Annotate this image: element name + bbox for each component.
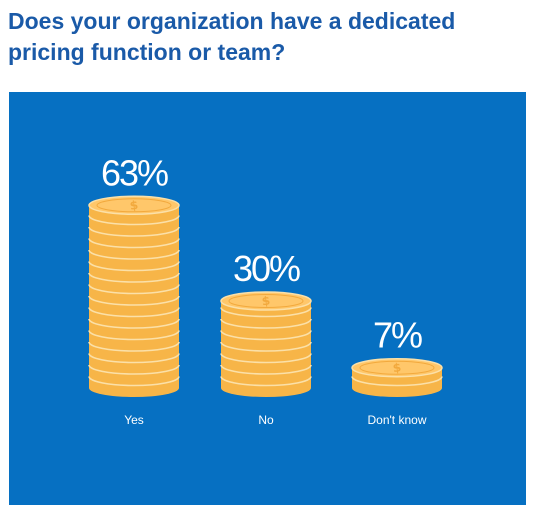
coin-edge	[88, 376, 180, 387]
coin-edge	[88, 215, 180, 226]
coin-edge	[88, 330, 180, 341]
category-label: No	[258, 413, 274, 427]
coin-edge	[220, 376, 312, 387]
coin-inner-ring	[359, 360, 435, 375]
coin-edge	[88, 295, 180, 306]
data-label: 63%	[101, 152, 168, 193]
coin-edge	[88, 353, 180, 364]
coin-inner-ring	[228, 294, 304, 308]
chart-title: Does your organization have a dedicated …	[8, 8, 456, 65]
chart-panel: $63% Yes $30% No $7% Don't know	[9, 92, 526, 505]
coin-stack: $	[351, 357, 443, 397]
coin-edge	[88, 249, 180, 260]
coin-edge	[88, 341, 180, 352]
coin-edge	[88, 318, 180, 329]
data-label: 7%	[373, 315, 422, 356]
coin-edge	[220, 330, 312, 341]
coin-stack-chart: $63% Yes $30% No $7% Don't know	[88, 152, 443, 427]
coin-edge	[220, 364, 312, 375]
coin-inner-ring	[96, 198, 172, 213]
coin-edge	[88, 238, 180, 249]
coin-edge	[88, 364, 180, 375]
coin-top-face	[351, 357, 443, 378]
coin-edge	[220, 307, 312, 318]
dollar-coin-icon: $	[129, 198, 139, 213]
coin-edge	[220, 353, 312, 364]
coin-edge	[88, 307, 180, 318]
dollar-coin-icon: $	[261, 293, 271, 308]
coin-stack: $	[88, 195, 180, 397]
coin-edge	[88, 226, 180, 237]
data-label: 30%	[233, 248, 300, 289]
coin-edge	[88, 284, 180, 295]
coin-top-face	[88, 195, 180, 216]
category-label: Yes	[124, 413, 144, 427]
coin-edge	[88, 261, 180, 272]
coin-stack: $	[220, 291, 312, 397]
coin-edge	[220, 341, 312, 352]
coin-edge	[351, 376, 443, 387]
dollar-coin-icon: $	[392, 360, 402, 375]
category-label: Don't know	[368, 413, 427, 427]
coin-edge	[88, 272, 180, 283]
coin-edge	[220, 318, 312, 329]
coin-top-face	[220, 291, 312, 311]
